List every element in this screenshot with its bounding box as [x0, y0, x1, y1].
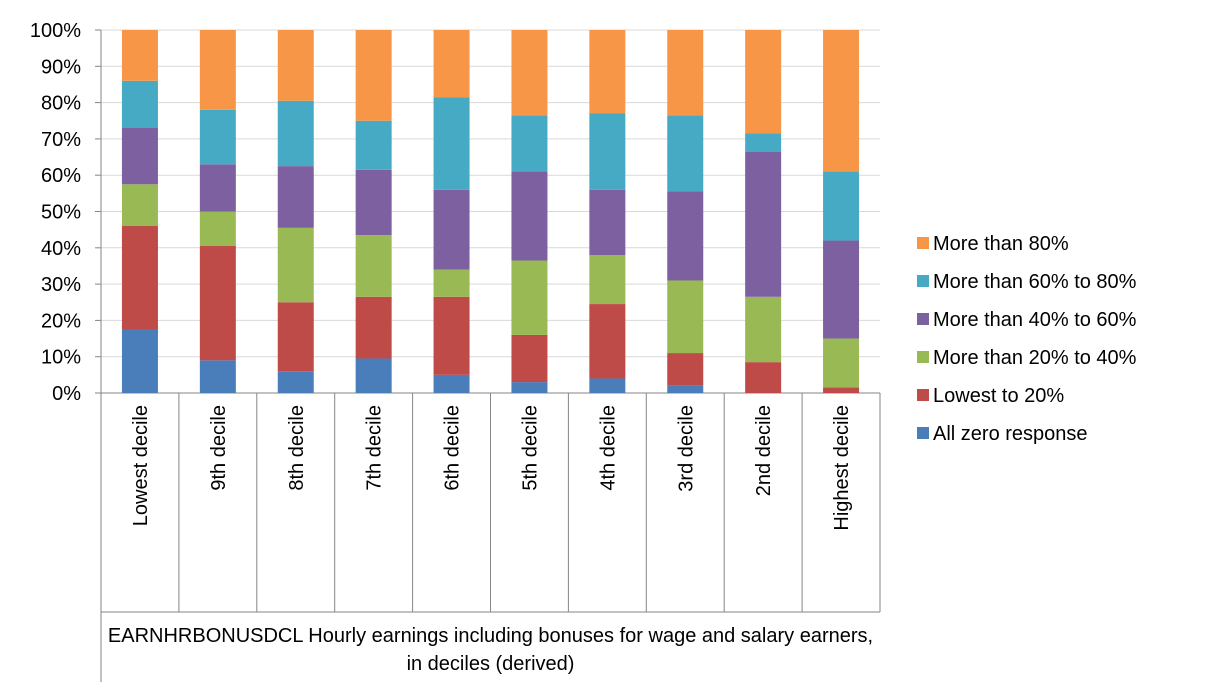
bar-segment: [121, 184, 158, 227]
x-tick-label: 6th decile: [442, 405, 464, 491]
bar-segment: [511, 260, 548, 335]
legend-label: Lowest to 20%: [933, 385, 1064, 407]
bar-segment: [511, 115, 548, 172]
bar-segment: [589, 304, 626, 379]
bar-segment: [589, 189, 626, 256]
bar-segment: [199, 360, 236, 393]
bar-segment: [667, 191, 704, 281]
bar-segment: [823, 387, 860, 393]
bar-segment: [667, 385, 704, 393]
legend-label: More than 20% to 40%: [933, 347, 1137, 369]
bar-segment: [355, 120, 392, 170]
bar-segment: [277, 371, 314, 393]
bar-segment: [277, 302, 314, 372]
bar-segment: [433, 30, 470, 98]
bar-segment: [121, 30, 158, 81]
bar-segment: [199, 245, 236, 361]
bar-segment: [277, 227, 314, 303]
x-tick-label: Highest decile: [831, 405, 853, 531]
legend-label: More than 60% to 80%: [933, 271, 1137, 293]
bar-segment: [433, 97, 470, 190]
x-tick-label: 2nd decile: [753, 405, 775, 496]
legend-label: All zero response: [933, 423, 1088, 445]
bar-segment: [433, 296, 470, 375]
bar-segment: [745, 151, 782, 297]
bar-segment: [745, 133, 782, 152]
bar-segment: [277, 100, 314, 167]
bar-segment: [745, 362, 782, 393]
y-tick-label: 50%: [41, 202, 81, 224]
y-tick-label: 0%: [52, 383, 81, 405]
x-tick-label: 8th decile: [286, 405, 308, 491]
y-tick-label: 30%: [41, 274, 81, 296]
y-tick-label: 70%: [41, 129, 81, 151]
legend-swatch: [917, 313, 929, 325]
bar-segment: [745, 30, 782, 134]
bar-segment: [199, 109, 236, 165]
bar-segment: [589, 378, 626, 393]
bar-segment: [589, 113, 626, 190]
legend-swatch: [917, 275, 929, 287]
bar-segment: [511, 334, 548, 383]
legend-label: More than 40% to 60%: [933, 309, 1137, 331]
bar-segment: [121, 128, 158, 185]
bar-segment: [823, 30, 860, 172]
x-tick-label: Lowest decile: [130, 405, 152, 526]
bar-segment: [589, 255, 626, 305]
y-tick-label: 80%: [41, 93, 81, 115]
x-tick-label: 4th decile: [597, 405, 619, 491]
bar-segment: [433, 374, 470, 393]
bar-segment: [511, 30, 548, 116]
bar-segment: [667, 30, 704, 116]
bar-segment: [745, 296, 782, 363]
legend-swatch: [917, 351, 929, 363]
y-tick-label: 60%: [41, 165, 81, 187]
bar-segment: [667, 280, 704, 354]
y-tick-label: 40%: [41, 238, 81, 260]
x-tick-label: 9th decile: [208, 405, 230, 491]
bar-segment: [199, 211, 236, 246]
bar-segment: [823, 240, 860, 339]
bar-segment: [667, 353, 704, 386]
bar-segment: [121, 226, 158, 330]
bar-segment: [355, 30, 392, 121]
bar-segment: [199, 30, 236, 110]
y-tick-label: 100%: [30, 20, 81, 42]
bar-segment: [433, 269, 470, 297]
bar-segment: [511, 382, 548, 393]
bar-segment: [355, 358, 392, 393]
bar-segment: [121, 329, 158, 393]
legend-swatch: [917, 237, 929, 249]
bar-segment: [823, 171, 860, 241]
bar-segment: [355, 235, 392, 297]
legend-swatch: [917, 389, 929, 401]
x-tick-label: 5th decile: [519, 405, 541, 491]
x-axis-title: EARNHRBONUSDCL Hourly earnings including…: [107, 625, 874, 675]
bar-segment: [589, 30, 626, 114]
bar-segment: [277, 166, 314, 228]
bar-segment: [277, 30, 314, 101]
bar-segment: [823, 338, 860, 388]
x-tick-label: 3rd decile: [675, 405, 697, 492]
bar-segment: [121, 80, 158, 129]
bar-segment: [667, 115, 704, 192]
bar-segment: [199, 164, 236, 212]
bar-segment: [511, 171, 548, 261]
y-tick-label: 20%: [41, 310, 81, 332]
legend-label: More than 80%: [933, 233, 1069, 255]
y-tick-label: 90%: [41, 56, 81, 78]
bar-segment: [433, 189, 470, 270]
x-tick-label: 7th decile: [364, 405, 386, 491]
legend-swatch: [917, 427, 929, 439]
y-tick-label: 10%: [41, 347, 81, 369]
bar-segment: [355, 296, 392, 359]
bar-segment: [355, 169, 392, 236]
